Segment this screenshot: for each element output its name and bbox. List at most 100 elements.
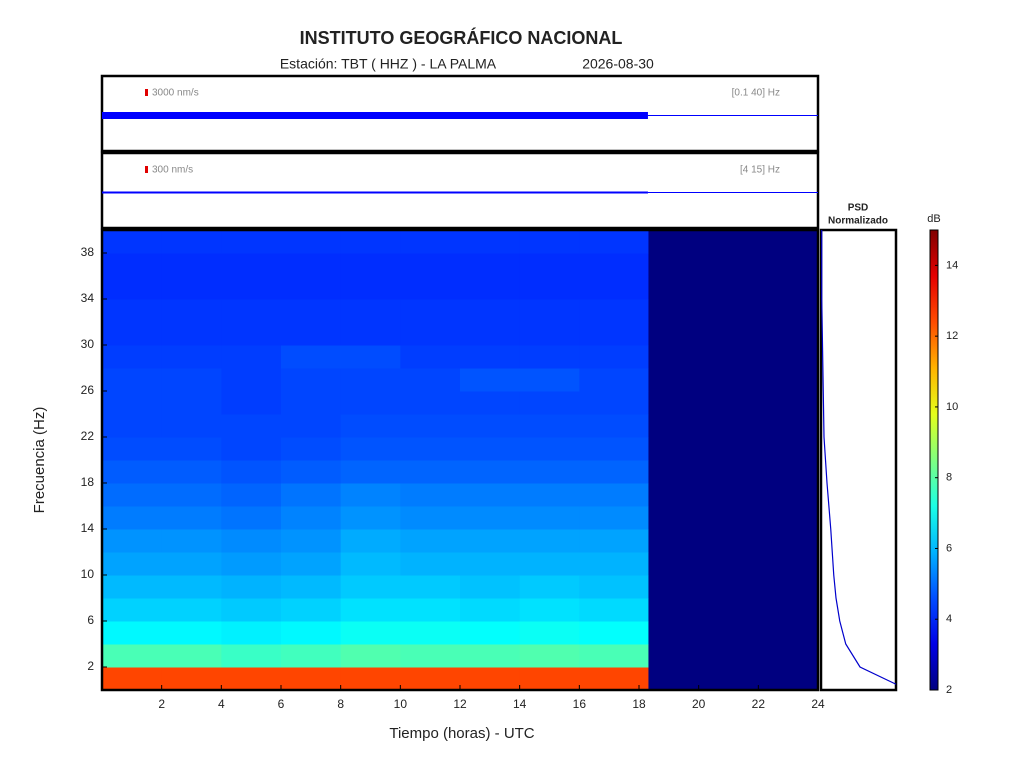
heatmap-cell [460,345,521,369]
heatmap-cell [102,414,163,438]
heatmap-cell [460,253,521,277]
heatmap-cell [281,575,342,599]
heatmap-cell [161,575,222,599]
heatmap-cell [102,529,163,553]
heatmap-cell [340,253,401,277]
heatmap-cell [281,368,342,392]
heatmap-cell [460,621,521,645]
heatmap-cell [221,644,282,668]
heatmap-cell [579,598,640,622]
heatmap-cell [281,506,342,530]
colorbar-tick-label: 6 [946,542,952,554]
scale-marker [145,89,148,96]
heatmap-cell [579,391,640,415]
heatmap-cell [400,322,461,346]
heatmap-cell [579,414,640,438]
heatmap-cell [161,276,222,300]
heatmap-cell [519,253,580,277]
heatmap-cell [400,667,461,691]
heatmap-cell [400,598,461,622]
heatmap-cell [281,322,342,346]
heatmap-cell [400,391,461,415]
heatmap-cell [281,299,342,323]
heatmap-cell [519,598,580,622]
heatmap-cell [221,483,282,507]
heatmap-cell [340,529,401,553]
heatmap-cell [221,506,282,530]
heatmap-cell [340,345,401,369]
x-tick-label: 18 [632,697,646,711]
heatmap-cell [161,345,222,369]
heatmap-cell [161,414,222,438]
heatmap-cell [161,253,222,277]
heatmap-cell [639,621,649,645]
y-tick-label: 18 [81,475,95,489]
heatmap-cell [340,667,401,691]
x-axis-label: Tiempo (horas) - UTC [389,725,534,742]
heatmap-cell [639,460,649,484]
x-tick-label: 12 [453,697,467,711]
heatmap-cell [340,230,401,254]
heatmap-cell [639,667,649,691]
heatmap-cell [460,667,521,691]
heatmap-cell [221,437,282,461]
heatmap-cell [340,391,401,415]
heatmap-cell [221,575,282,599]
heatmap-cell [519,414,580,438]
heatmap-cell [340,552,401,576]
heatmap-cell [400,644,461,668]
heatmap-cell [102,575,163,599]
heatmap-cell [579,621,640,645]
heatmap-cell [400,483,461,507]
heatmap-cell [579,437,640,461]
heatmap-cell [460,598,521,622]
heatmap-cell [161,506,222,530]
heatmap-cell [460,230,521,254]
heatmap-cell [519,276,580,300]
heatmap-cell [281,414,342,438]
heatmap-cell [281,460,342,484]
heatmap-cell [340,299,401,323]
y-tick-label: 14 [81,521,95,535]
heatmap-cell [340,506,401,530]
heatmap-cell [281,644,342,668]
heatmap-cell [519,667,580,691]
y-tick-label: 2 [87,659,94,673]
heatmap-cell [102,345,163,369]
heatmap-cell [400,529,461,553]
heatmap-cell [639,253,649,277]
scale-label: 3000 nm/s [152,88,199,99]
heatmap-cell [400,253,461,277]
heatmap-cell [460,414,521,438]
heatmap-cell [102,644,163,668]
heatmap-cell [460,322,521,346]
heatmap-cell [102,621,163,645]
y-tick-label: 30 [81,337,95,351]
heatmap-cell [102,253,163,277]
heatmap-cell [340,276,401,300]
heatmap-cell [639,529,649,553]
heatmap-cell [102,460,163,484]
x-tick-label: 22 [752,697,766,711]
colorbar-label: dB [927,213,940,225]
heatmap-cell [639,552,649,576]
heatmap-cell [519,345,580,369]
heatmap-cell [400,575,461,599]
heatmap-cell [519,391,580,415]
heatmap-cell [161,483,222,507]
heatmap-cell [102,368,163,392]
psd-title: PSD [848,203,869,214]
heatmap-cell [460,575,521,599]
trace-panel [100,151,820,230]
heatmap-cell [579,644,640,668]
heatmap-cell [519,437,580,461]
x-tick-label: 6 [278,697,285,711]
heatmap-cell [519,460,580,484]
colorbar-tick-label: 12 [946,330,958,342]
psd-panel [819,228,898,692]
x-tick-label: 14 [513,697,527,711]
heatmap-cell [161,460,222,484]
heatmap-cell [161,391,222,415]
heatmap-cell [579,253,640,277]
heatmap-cell [400,506,461,530]
